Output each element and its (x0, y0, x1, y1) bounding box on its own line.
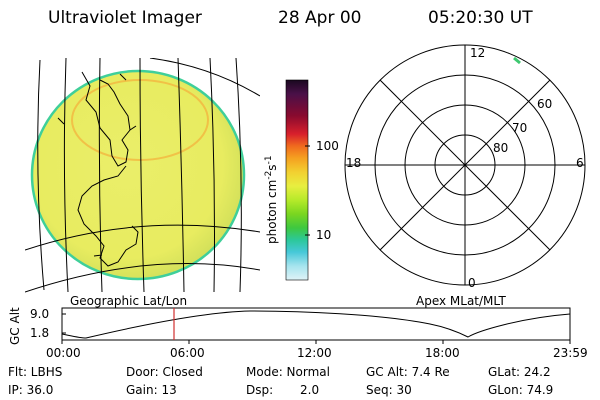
longitude-line (139, 58, 145, 293)
info-dsp-value: 2.0 (300, 383, 320, 397)
polar-diagonal (379, 79, 551, 251)
altitude-xtick-label: 23:59 (553, 346, 588, 360)
header-time: 05:20:30 UT (428, 8, 533, 28)
altitude-xtick-label: 18:00 (425, 346, 460, 360)
colorbar-unit-label: photon cm-2s-1 (264, 155, 279, 244)
altitude-ytick-label: 9.0 (30, 307, 50, 321)
longitude-line (37, 59, 45, 291)
instrument-title: Ultraviolet Imager (48, 8, 202, 28)
info-gc-alt: GC Alt: 7.4 Re (366, 365, 450, 379)
info-glat: GLat: 24.2 (488, 365, 551, 379)
latitude-line (25, 224, 260, 251)
mlt-label-0: 0 (468, 276, 476, 290)
geo-map (25, 58, 260, 293)
mlt-label-6: 6 (576, 156, 584, 170)
altitude-xtick-label: 12:00 (297, 346, 332, 360)
geo-panel-label: Geographic Lat/Lon (70, 294, 188, 308)
colorbar-tick-label: 100 (316, 139, 339, 153)
polar-plot (344, 44, 586, 286)
altitude-xtick-label: 06:00 (170, 346, 205, 360)
mlt-label-12: 12 (470, 46, 486, 60)
mlat-label-60: 60 (537, 97, 553, 111)
info-filter: Flt: LBHS (8, 365, 63, 379)
info-dsp-label: Dsp: (246, 383, 274, 397)
longitude-line (209, 58, 215, 293)
info-gain: Gain: 13 (126, 383, 177, 397)
earth-disk (32, 71, 244, 279)
latitude-line (25, 263, 260, 293)
altitude-ylabel: GC Alt (8, 307, 22, 345)
earth-limb (30, 69, 246, 281)
info-mode: Mode: Normal (246, 365, 330, 379)
polar-emission-spot (513, 56, 521, 65)
info-door: Door: Closed (126, 365, 203, 379)
mlat-label-70: 70 (512, 121, 528, 135)
colorbar (285, 79, 309, 281)
altitude-xtick-label: 00:00 (46, 346, 81, 360)
header-date: 28 Apr 00 (278, 8, 362, 28)
altitude-ytick-label: 1.8 (30, 326, 50, 340)
altitude-curve (61, 310, 571, 339)
info-ip: IP: 36.0 (8, 383, 54, 397)
polar-panel-label: Apex MLat/MLT (416, 294, 506, 308)
coastline (77, 71, 139, 267)
colorbar-tick-label: 10 (316, 228, 332, 242)
mlt-label-18: 18 (346, 156, 362, 170)
longitude-line (235, 58, 242, 293)
info-seq: Seq: 30 (366, 383, 412, 397)
longitude-line (177, 58, 185, 293)
longitude-line (63, 58, 69, 293)
info-glon: GLon: 74.9 (488, 383, 554, 397)
mlat-label-80: 80 (493, 141, 509, 155)
longitude-line (98, 58, 103, 293)
latitude-line (149, 58, 260, 97)
